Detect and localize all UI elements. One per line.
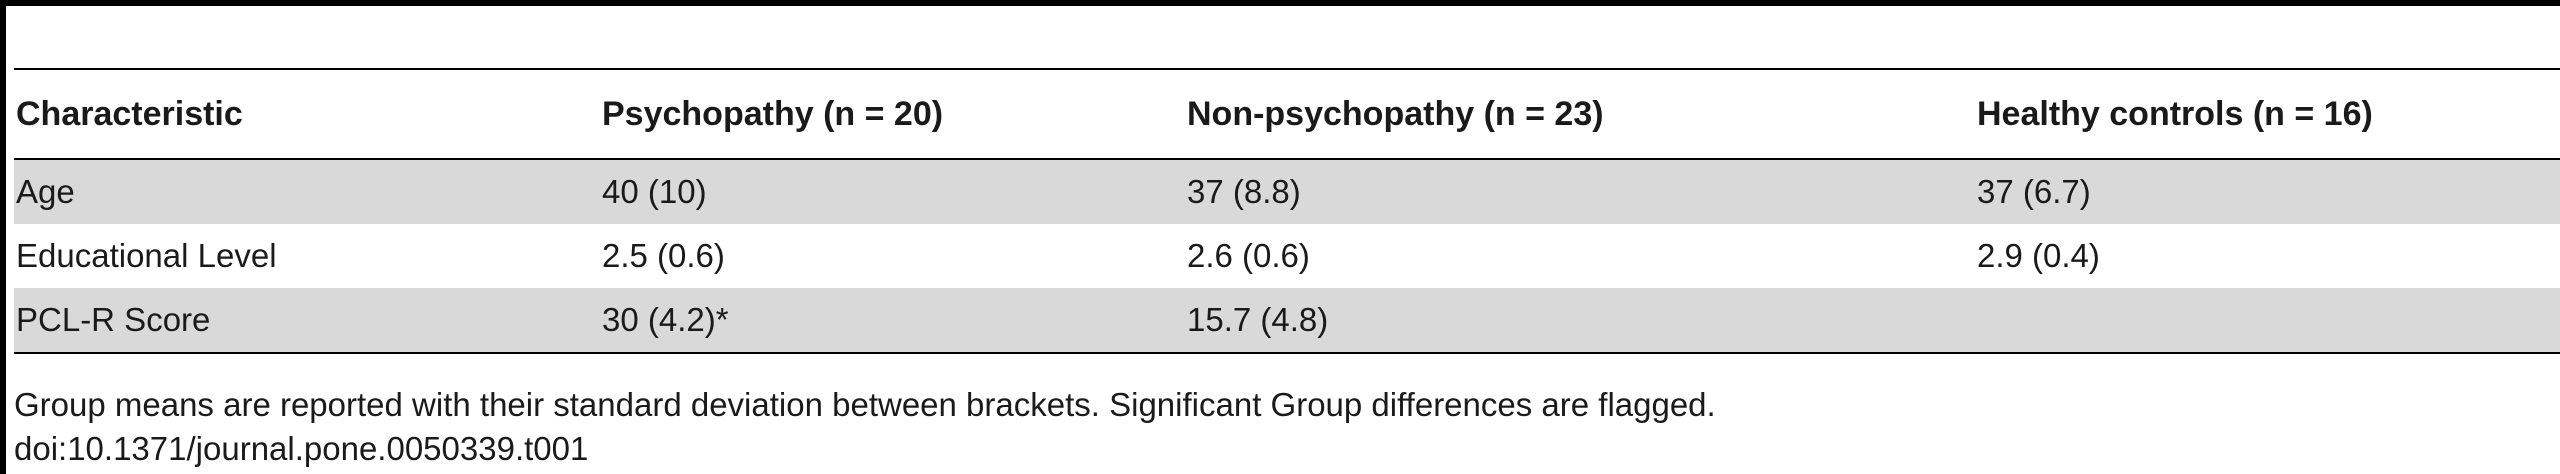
left-border: [0, 0, 6, 474]
table-footnote: Group means are reported with their stan…: [14, 383, 1716, 471]
doi-text[interactable]: doi:10.1371/journal.pone.0050339.t001: [14, 430, 589, 467]
cell-psychopathy: 30 (4.2)*: [600, 288, 1185, 353]
cell-healthy-controls: 37 (6.7): [1975, 159, 2560, 224]
cell-non-psychopathy: 2.6 (0.6): [1187, 237, 1310, 274]
header-psychopathy: Psychopathy (n = 20): [602, 94, 944, 133]
cell-characteristic: PCL-R Score: [14, 288, 600, 353]
cell-non-psychopathy: 37 (8.8): [1185, 159, 1975, 224]
cell-characteristic: Educational Level: [16, 237, 277, 274]
header-healthy-controls: Healthy controls (n = 16): [1977, 94, 2373, 133]
cell-healthy-controls: [1975, 288, 2560, 353]
cell-characteristic: Age: [14, 159, 600, 224]
characteristics-table: Characteristic Psychopathy (n = 20) Non-…: [14, 68, 2560, 354]
cell-non-psychopathy: 15.7 (4.8): [1185, 288, 1975, 353]
cell-psychopathy: 40 (10): [600, 159, 1185, 224]
top-border: [0, 0, 2560, 6]
footnote-text: Group means are reported with their stan…: [14, 386, 1716, 423]
table-row: Educational Level 2.5 (0.6) 2.6 (0.6) 2.…: [14, 224, 2560, 288]
cell-healthy-controls: 2.9 (0.4): [1977, 237, 2100, 274]
header-non-psychopathy: Non-psychopathy (n = 23): [1187, 94, 1604, 133]
table-row: Age 40 (10) 37 (8.8) 37 (6.7): [14, 159, 2560, 224]
header-characteristic: Characteristic: [16, 94, 243, 133]
table-row: PCL-R Score 30 (4.2)* 15.7 (4.8): [14, 288, 2560, 353]
table-header-row: Characteristic Psychopathy (n = 20) Non-…: [14, 69, 2560, 159]
cell-psychopathy: 2.5 (0.6): [602, 237, 725, 274]
table-container: Characteristic Psychopathy (n = 20) Non-…: [14, 68, 2560, 354]
